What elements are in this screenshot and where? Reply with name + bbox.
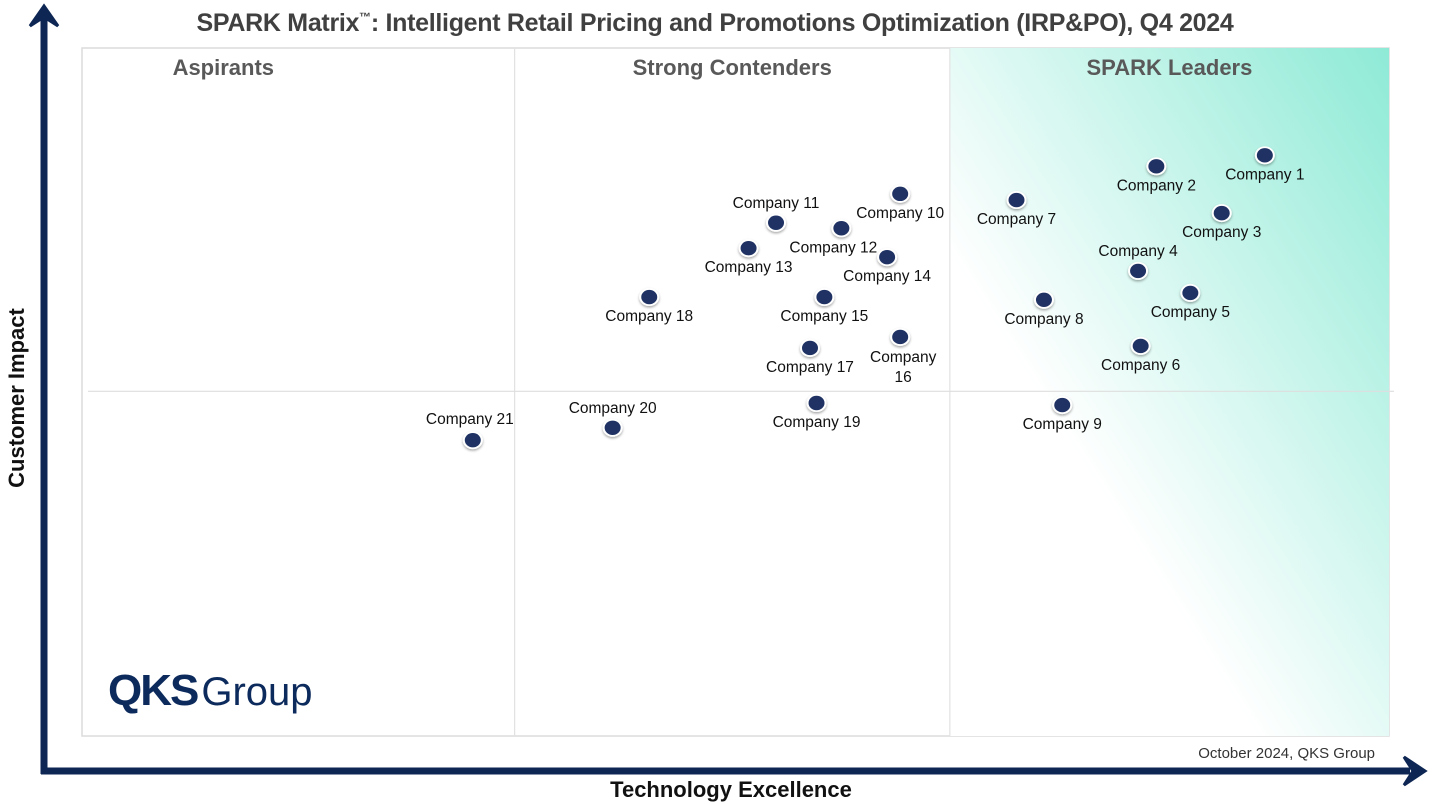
quadrant-label-strong-contenders: Strong Contenders [633, 55, 832, 80]
qks-group-logo: QKS Group [108, 666, 313, 716]
data-point-label: Company 18 [605, 308, 693, 325]
data-point: Company 18 [605, 288, 693, 325]
data-point-marker [1148, 159, 1165, 174]
data-point-label: Company 20 [569, 400, 657, 417]
quadrant-labels: Aspirants Strong Contenders SPARK Leaders [173, 55, 1253, 80]
data-point: Company 8 [1004, 290, 1084, 328]
data-point-label: Company 11 [733, 195, 820, 212]
data-point-label: Company 19 [773, 414, 861, 431]
chart-title-rest: : Intelligent Retail Pricing and Promoti… [370, 9, 1234, 37]
data-point-marker [1035, 292, 1052, 308]
x-axis-arrow-icon [1402, 755, 1428, 787]
plot-area [81, 47, 1390, 737]
data-point-label: Company 3 [1182, 224, 1261, 241]
data-point-label: Company 5 [1151, 304, 1230, 321]
chart-title: SPARK Matrix™: Intelligent Retail Pricin… [0, 9, 1430, 38]
data-point-label: Company 17 [766, 359, 854, 376]
data-point-label: Company 9 [1023, 416, 1102, 433]
quadrant-label-aspirants: Aspirants [173, 55, 274, 80]
data-point-label: Company 13 [705, 259, 793, 276]
data-point-marker [833, 221, 850, 236]
data-point-label: Company 7 [977, 211, 1056, 228]
data-point-marker [892, 186, 909, 202]
data-point: Company 9 [1023, 396, 1102, 433]
data-point-label: Company 1 [1225, 166, 1304, 183]
data-point-label: Company 8 [1004, 311, 1083, 328]
data-point-label: Company 2 [1117, 177, 1196, 194]
data-point-label: Company 12 [789, 239, 877, 256]
data-point-marker [1130, 263, 1147, 279]
quadrant-label-spark-leaders: SPARK Leaders [1086, 55, 1252, 80]
data-point-label: Company 15 [780, 308, 868, 325]
axes [28, 3, 1428, 787]
data-point-marker [1256, 148, 1273, 163]
data-point-marker [641, 289, 658, 305]
data-point: Company 13 [705, 239, 793, 276]
data-point: Company 7 [977, 191, 1056, 228]
data-point-marker [801, 340, 818, 356]
data-point: Company 4 [1098, 243, 1178, 280]
data-point: Company 15 [780, 288, 868, 325]
data-point-label: Company 6 [1101, 357, 1180, 374]
data-point: Company 2 [1117, 157, 1196, 194]
leaders-region [949, 48, 1389, 736]
data-point: Company 1 [1225, 146, 1304, 183]
data-point-label: Company 14 [843, 268, 931, 285]
data-point-marker [816, 289, 833, 305]
data-point-marker [740, 241, 757, 256]
quadrant-dividers [88, 48, 1394, 736]
data-point: Company 16 [870, 327, 937, 386]
data-point-marker [464, 432, 481, 448]
data-point-marker [892, 329, 909, 345]
data-point: Company 21 [426, 411, 514, 450]
data-point-marker [1182, 285, 1199, 301]
data-point-label: 16 [895, 369, 912, 386]
data-point: Company 3 [1182, 204, 1261, 241]
data-point: Company 12 [789, 219, 877, 256]
data-point: Company 6 [1101, 336, 1180, 374]
y-axis-arrow-icon [28, 3, 60, 28]
data-point-label: Company 21 [426, 411, 514, 428]
data-point: Company 5 [1151, 283, 1230, 321]
x-axis-label: Technology Excellence [610, 777, 852, 802]
data-point-marker [808, 395, 825, 411]
data-point: Company 14 [843, 248, 931, 285]
logo-qks: QKS [108, 666, 199, 715]
data-point-marker [604, 420, 621, 435]
data-point-label: Company [870, 349, 937, 366]
data-point: Company 10 [856, 184, 945, 222]
data-point-marker [1213, 205, 1230, 221]
data-point-marker [1008, 192, 1025, 208]
data-point: Company 19 [773, 394, 861, 431]
trademark-mark: ™ [359, 10, 371, 24]
y-axis-label: Customer Impact [4, 308, 29, 488]
data-point-marker [879, 249, 896, 265]
data-point: Company 11 [733, 195, 820, 232]
data-point-marker [1054, 397, 1071, 413]
chart-title-main: SPARK Matrix [196, 9, 360, 37]
data-point: Company 20 [569, 400, 657, 437]
source-footer: October 2024, QKS Group [1198, 745, 1375, 762]
data-point-marker [1132, 338, 1149, 354]
data-point-label: Company 10 [856, 205, 944, 222]
data-point: Company 17 [766, 338, 854, 376]
data-point-label: Company 4 [1098, 243, 1178, 260]
logo-group: Group [201, 670, 313, 714]
data-point-marker [768, 215, 785, 230]
